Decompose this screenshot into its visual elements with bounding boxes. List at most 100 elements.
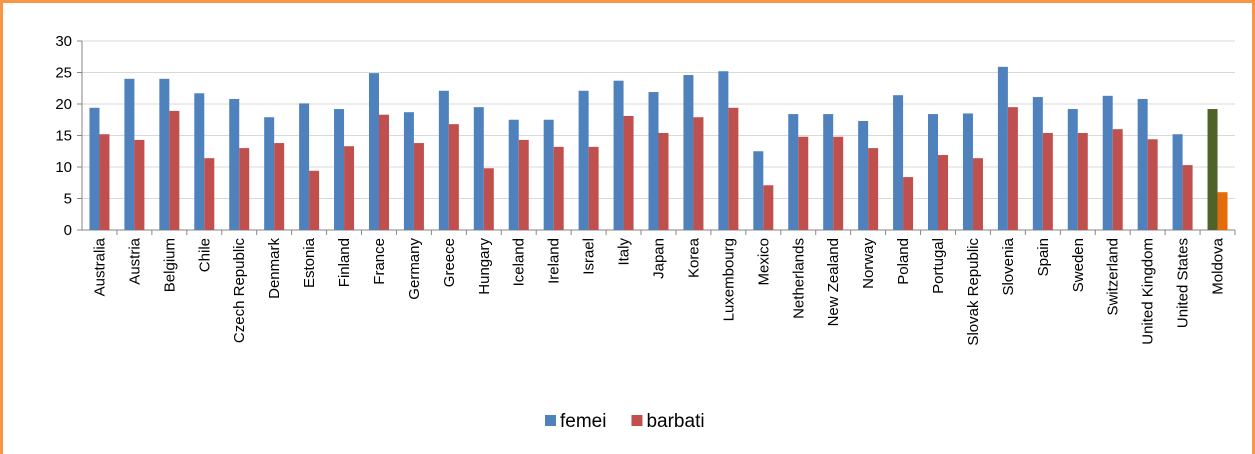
bar (823, 114, 834, 230)
bar (1032, 97, 1043, 230)
x-tick-label: Belgium (161, 238, 178, 292)
x-tick-label: Austria (126, 237, 143, 284)
bar (508, 119, 519, 230)
bar (1207, 109, 1218, 230)
bar (1172, 134, 1183, 230)
bar (194, 93, 205, 230)
bar (229, 98, 240, 231)
x-tick-label: Germany (406, 238, 423, 300)
bar (753, 151, 764, 230)
bar (448, 124, 459, 230)
x-tick-label: Slovenia (1000, 237, 1017, 295)
bar (693, 117, 704, 230)
bar (788, 114, 799, 230)
bar (613, 80, 624, 230)
y-tick-label: 15 (55, 128, 72, 145)
bar (718, 71, 729, 231)
bar (683, 75, 694, 231)
bar (1067, 109, 1078, 230)
y-tick-label: 30 (55, 33, 72, 50)
bar (1182, 165, 1193, 230)
bar (928, 114, 939, 230)
bar (124, 78, 135, 230)
bar (334, 109, 345, 230)
legend-swatch (631, 415, 643, 426)
x-tick-label: Korea (685, 237, 702, 278)
bar (239, 148, 250, 230)
x-tick-label: Italy (616, 238, 633, 266)
bar (1077, 132, 1088, 230)
legend-label: femei (560, 411, 606, 432)
bar (483, 168, 494, 230)
bar (274, 143, 285, 230)
bar (438, 90, 449, 231)
bar (413, 143, 424, 230)
bar (473, 107, 484, 230)
bar (159, 78, 170, 230)
bar (868, 148, 879, 230)
bar (623, 115, 634, 230)
x-tick-label: Czech Republic (231, 238, 248, 344)
bar (204, 158, 215, 230)
bar (264, 117, 275, 230)
bar (309, 170, 320, 230)
x-tick-label: New Zealand (825, 238, 842, 326)
legend-label: barbati (646, 411, 704, 432)
bar (518, 139, 529, 230)
bar (134, 139, 145, 230)
bar (169, 110, 180, 230)
bar (89, 107, 100, 230)
x-tick-label: Spain (1035, 238, 1052, 276)
bar (1137, 98, 1148, 231)
bar (1147, 139, 1158, 230)
bar (368, 73, 379, 230)
bar (893, 95, 904, 231)
bar (588, 146, 599, 230)
x-tick-label: Mexico (755, 238, 772, 286)
x-tick-label: Ireland (546, 238, 563, 284)
bar (833, 136, 844, 230)
x-tick-label: Estonia (301, 237, 318, 288)
x-tick-label: Poland (895, 238, 912, 285)
bar (763, 185, 774, 230)
x-tick-label: Australia (91, 237, 108, 296)
bar (798, 136, 809, 230)
bar (1102, 95, 1113, 230)
bar (543, 119, 554, 230)
bar (1217, 192, 1228, 230)
bar (728, 107, 739, 230)
bar (962, 113, 973, 230)
x-tick-label: Portugal (930, 238, 947, 294)
x-tick-label: United States (1175, 238, 1192, 328)
bar (648, 92, 659, 230)
x-tick-label: Hungary (476, 238, 493, 295)
x-tick-label: Chile (196, 238, 213, 272)
x-tick-label: Iceland (511, 238, 528, 286)
y-tick-label: 0 (64, 222, 72, 239)
bar (578, 90, 589, 231)
x-tick-label: Switzerland (1105, 238, 1122, 316)
y-tick-label: 10 (55, 159, 72, 176)
x-tick-label: Denmark (266, 238, 283, 299)
bar (403, 112, 414, 230)
y-tick-label: 20 (55, 96, 72, 113)
bar (997, 66, 1008, 230)
bar (1042, 132, 1053, 230)
x-tick-label: Israel (581, 238, 598, 275)
x-tick-label: Moldova (1210, 237, 1227, 294)
x-tick-label: United Kingdom (1140, 238, 1157, 345)
x-tick-label: Greece (441, 238, 458, 287)
bar (903, 177, 914, 230)
bar (344, 146, 355, 230)
bar (1112, 129, 1123, 230)
bar (553, 146, 564, 230)
bar (299, 103, 310, 230)
bar (1007, 107, 1018, 230)
y-tick-label: 5 (64, 191, 72, 208)
legend-swatch (545, 415, 556, 426)
x-tick-label: Slovak Republic (965, 238, 982, 346)
x-tick-label: Norway (860, 238, 877, 289)
x-tick-label: Finland (336, 238, 353, 287)
